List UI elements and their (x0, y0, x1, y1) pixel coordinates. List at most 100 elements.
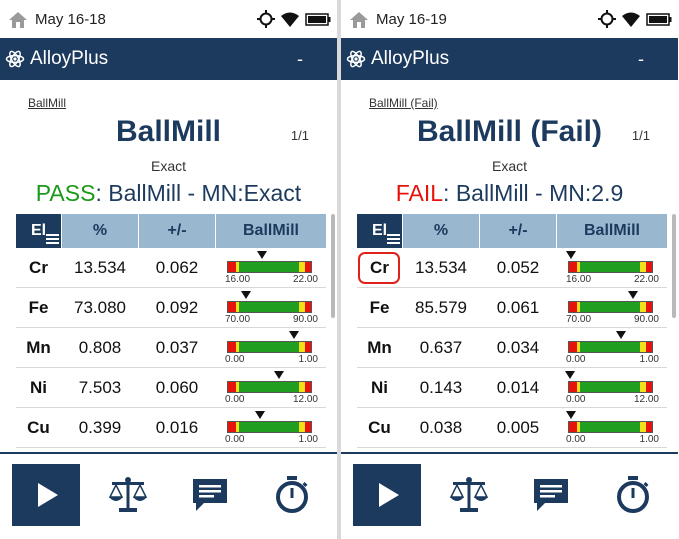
bar-red-high (305, 302, 311, 312)
bar-yellow-low (236, 422, 239, 432)
spec-range-bar (568, 421, 653, 433)
wifi-icon (622, 12, 640, 27)
element-percent: 13.534 (74, 258, 126, 277)
bar-yellow-high (640, 342, 646, 352)
table-row[interactable]: Ni 0.143 0.014 0.00 12.00 (357, 368, 667, 408)
column-header-error[interactable]: +/- (480, 214, 556, 248)
bar-yellow-low (577, 422, 580, 432)
column-header-alloy[interactable]: BallMill (557, 214, 667, 248)
bar-yellow-low (577, 262, 580, 272)
battery-icon (305, 13, 331, 26)
screen-divider (337, 0, 341, 539)
column-header-element[interactable]: El (16, 214, 61, 248)
home-icon[interactable] (8, 11, 28, 29)
compare-button[interactable] (94, 464, 162, 526)
spec-range-bar (227, 261, 312, 273)
home-icon[interactable] (349, 11, 369, 29)
verdict-label: FAIL (395, 180, 444, 206)
column-header-alloy[interactable]: BallMill (216, 214, 326, 248)
range-min: 70.00 (225, 314, 251, 325)
column-header-percent[interactable]: % (62, 214, 138, 248)
element-error: 0.062 (155, 258, 199, 277)
status-date: May 16-19 (376, 11, 447, 28)
value-marker (627, 291, 638, 299)
column-header-error[interactable]: +/- (139, 214, 215, 248)
spec-range-bar (227, 301, 312, 313)
messages-button[interactable] (176, 464, 244, 526)
bar-green (580, 382, 640, 392)
wifi-icon (281, 12, 299, 27)
table-row[interactable]: Cr 13.534 0.052 16.00 22.00 (357, 248, 667, 288)
value-marker (255, 411, 266, 419)
result-title: BallMill (115, 115, 221, 148)
value-marker (566, 411, 577, 419)
spec-range-bar (227, 341, 312, 353)
minimize-button[interactable]: - (297, 49, 303, 69)
table-row[interactable]: Fe 73.080 0.092 70.00 90.00 (16, 288, 326, 328)
verdict-line: PASS: BallMill - MN:Exact (0, 180, 337, 207)
compare-button[interactable] (435, 464, 503, 526)
bar-red-high (646, 302, 652, 312)
bar-red-high (646, 342, 652, 352)
bar-green (580, 262, 640, 272)
location-icon (598, 10, 616, 28)
breadcrumb-link[interactable]: BallMill (28, 96, 67, 110)
spec-range-bar (568, 301, 653, 313)
status-bar: May 16-18 (0, 0, 337, 38)
element-percent: 0.399 (78, 418, 122, 437)
minimize-button[interactable]: - (638, 49, 644, 69)
table-header: El % +/- BallMill (357, 214, 667, 248)
spec-range-bar (568, 261, 653, 273)
element-error: 0.060 (155, 378, 199, 397)
atom-icon (346, 50, 366, 68)
table-scrollbar[interactable] (331, 214, 335, 318)
bar-yellow-low (236, 262, 239, 272)
start-test-button[interactable] (353, 464, 421, 526)
bar-red-low (228, 342, 236, 352)
status-date: May 16-18 (35, 11, 106, 28)
bar-red-low (228, 382, 236, 392)
table-row[interactable]: Ni 7.503 0.060 0.00 12.00 (16, 368, 326, 408)
timer-button[interactable] (258, 464, 326, 526)
range-min: 16.00 (225, 274, 251, 285)
element-symbol: Ni (371, 378, 388, 397)
bar-green (239, 302, 299, 312)
fail-highlight (358, 252, 400, 284)
table-row[interactable]: Cu 0.399 0.016 0.00 1.00 (16, 408, 326, 448)
table-row[interactable]: Cr 13.534 0.062 16.00 22.00 (16, 248, 326, 288)
spec-range-bar (227, 381, 312, 393)
start-test-button[interactable] (12, 464, 80, 526)
table-row[interactable]: Mn 0.808 0.037 0.00 1.00 (16, 328, 326, 368)
table-row[interactable]: Mn 0.637 0.034 0.00 1.00 (357, 328, 667, 368)
bar-yellow-low (236, 302, 239, 312)
table-row[interactable]: Fe 85.579 0.061 70.00 90.00 (357, 288, 667, 328)
column-header-percent[interactable]: % (403, 214, 479, 248)
range-max: 12.00 (292, 394, 318, 405)
messages-button[interactable] (517, 464, 585, 526)
element-error: 0.092 (155, 298, 199, 317)
range-min: 0.00 (566, 434, 586, 445)
column-header-element[interactable]: El (357, 214, 402, 248)
timer-button[interactable] (599, 464, 667, 526)
bar-yellow-high (299, 342, 305, 352)
balance-scale-icon (108, 477, 148, 512)
element-error: 0.016 (155, 418, 199, 437)
breadcrumb-link[interactable]: BallMill (Fail) (369, 96, 438, 110)
message-icon (534, 479, 568, 511)
value-marker (289, 331, 300, 339)
atom-icon (5, 50, 25, 68)
range-max: 90.00 (633, 314, 659, 325)
status-bar: May 16-19 (341, 0, 678, 38)
table-row[interactable]: Cu 0.038 0.005 0.00 1.00 (357, 408, 667, 448)
bar-red-low (569, 422, 577, 432)
range-min: 70.00 (566, 314, 592, 325)
sort-icon (46, 234, 59, 244)
range-max: 1.00 (298, 434, 318, 445)
element-symbol: Cr (370, 258, 389, 277)
bar-green (580, 422, 640, 432)
table-scrollbar[interactable] (672, 214, 676, 318)
page-counter: 1/1 (290, 128, 309, 143)
bar-green (239, 262, 299, 272)
element-error: 0.052 (496, 258, 540, 277)
value-marker (564, 371, 575, 379)
